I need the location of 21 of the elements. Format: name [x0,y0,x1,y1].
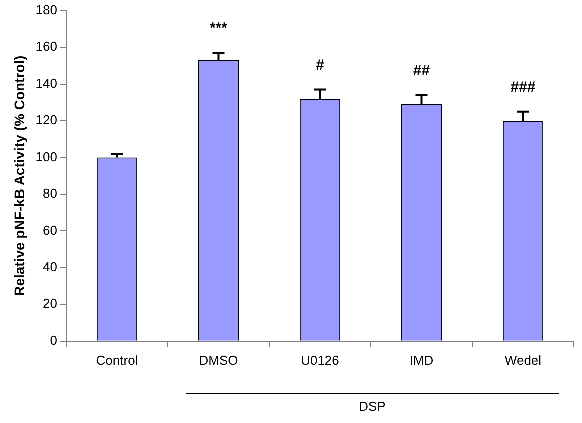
y-tick-label: 60 [43,222,58,238]
annotation: # [316,56,326,74]
x-tick-label: Control [96,352,138,368]
y-tick-label: 100 [36,149,58,164]
x-tick-label: Wedel [504,352,542,368]
annotation: ## [413,62,431,80]
annotation: ### [510,78,536,96]
y-tick-label: 120 [36,112,58,128]
y-tick-label: 160 [36,39,58,54]
y-tick-label: 80 [43,186,58,202]
y-axis-title: Relative pNF-kB Activity (% Control) [11,56,28,296]
annotation: *** [210,20,228,38]
x-tick-label: DMSO [199,352,238,368]
y-tick-label: 20 [43,296,58,312]
y-tick-label: 140 [36,76,58,91]
y-tick-label: 180 [36,2,58,18]
x-tick-label: U0126 [301,352,340,368]
y-tick-label: 0 [50,332,58,348]
text: DSP [358,399,387,414]
x-tick-label: IMD [410,352,434,368]
y-tick-label: 40 [43,260,58,275]
